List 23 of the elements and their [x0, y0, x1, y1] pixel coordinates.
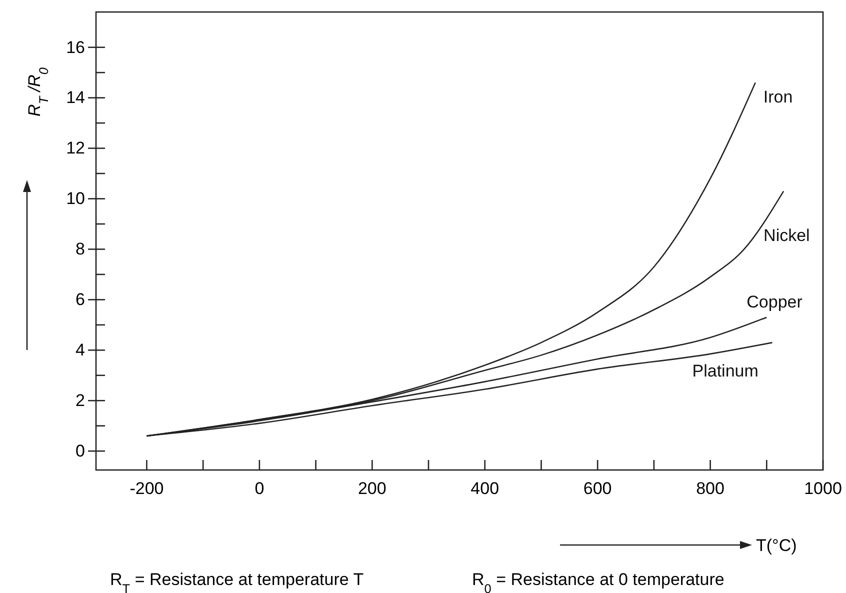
x-axis-title: T(°C) — [756, 536, 797, 555]
y-tick-label: 8 — [76, 240, 85, 259]
y-tick-label: 12 — [66, 138, 85, 158]
y-tick-label: 10 — [66, 189, 85, 208]
x-tick-label: 200 — [358, 479, 386, 498]
series-label: Copper — [746, 292, 803, 312]
y-tick-label: 16 — [66, 38, 85, 57]
text: R$_{0}$ = Resistance at 0 temperature — [472, 570, 724, 593]
x-tick-label: 600 — [583, 479, 612, 498]
x-tick-label: 0 — [254, 479, 264, 498]
x-tick-label: 1000 — [804, 479, 842, 498]
series-label: Platinum — [692, 362, 758, 381]
y-tick-label: 0 — [76, 442, 85, 461]
series-label: Nickel — [764, 226, 810, 246]
series-label: Iron — [763, 88, 793, 107]
x-tick-label: 800 — [696, 479, 724, 498]
text: R$_{T}$ = Resistance at temperature T — [110, 570, 364, 593]
y-tick-label: 14 — [66, 88, 85, 108]
y-tick-label: 6 — [76, 290, 85, 310]
y-tick-label: 2 — [76, 391, 85, 410]
x-tick-label: -200 — [130, 479, 164, 498]
y-tick-label: 4 — [76, 340, 85, 360]
x-tick-label: 400 — [470, 479, 500, 498]
